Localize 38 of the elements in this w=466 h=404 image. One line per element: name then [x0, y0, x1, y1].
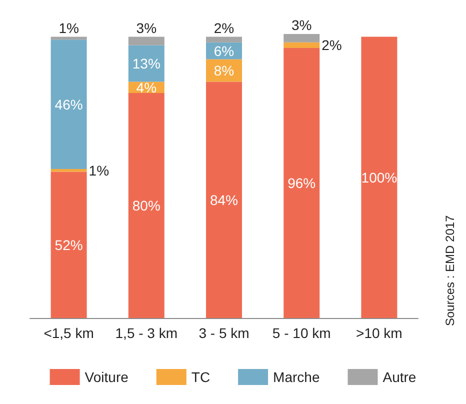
bar: [284, 42, 320, 48]
data-label: 8%: [214, 62, 234, 79]
data-label: 96%: [288, 175, 316, 192]
data-label: 1%: [58, 20, 79, 36]
bar: [128, 93, 164, 318]
bar: [284, 48, 320, 318]
x-tick-label: 5 - 10 km: [272, 325, 331, 341]
data-label: 52%: [54, 236, 83, 253]
legend-label: Marche: [273, 369, 320, 385]
data-label: 100%: [361, 169, 398, 186]
data-label: 1%: [88, 162, 110, 178]
bar: [128, 36, 164, 46]
data-label: 80%: [132, 198, 160, 214]
bar: [50, 168, 87, 172]
legend-label: Voiture: [84, 369, 129, 385]
x-tick-label: <1,5 km: [44, 325, 94, 341]
bar: [361, 36, 398, 318]
data-label: 3%: [291, 17, 312, 33]
data-label: 4%: [136, 79, 157, 96]
data-label: 13%: [132, 56, 160, 72]
data-label: 6%: [214, 42, 234, 59]
data-label: 2%: [214, 20, 234, 36]
x-tick-label: >10 km: [356, 325, 402, 341]
data-label: 2%: [322, 37, 342, 54]
bar: [206, 82, 242, 318]
data-label: 84%: [210, 192, 238, 208]
bar: [284, 34, 320, 42]
x-tick-label: 1,5 - 3 km: [115, 325, 178, 341]
legend-label: TC: [191, 369, 210, 385]
data-label: 46%: [54, 96, 83, 112]
legend-label: Autre: [382, 369, 416, 385]
source-note: Sources : EMD 2017: [443, 214, 457, 326]
x-tick-label: 3 - 5 km: [198, 325, 250, 341]
bar: [206, 36, 242, 42]
bar: [50, 172, 87, 318]
bar: [128, 45, 164, 82]
data-label: 3%: [136, 20, 157, 36]
bar: [50, 40, 87, 169]
